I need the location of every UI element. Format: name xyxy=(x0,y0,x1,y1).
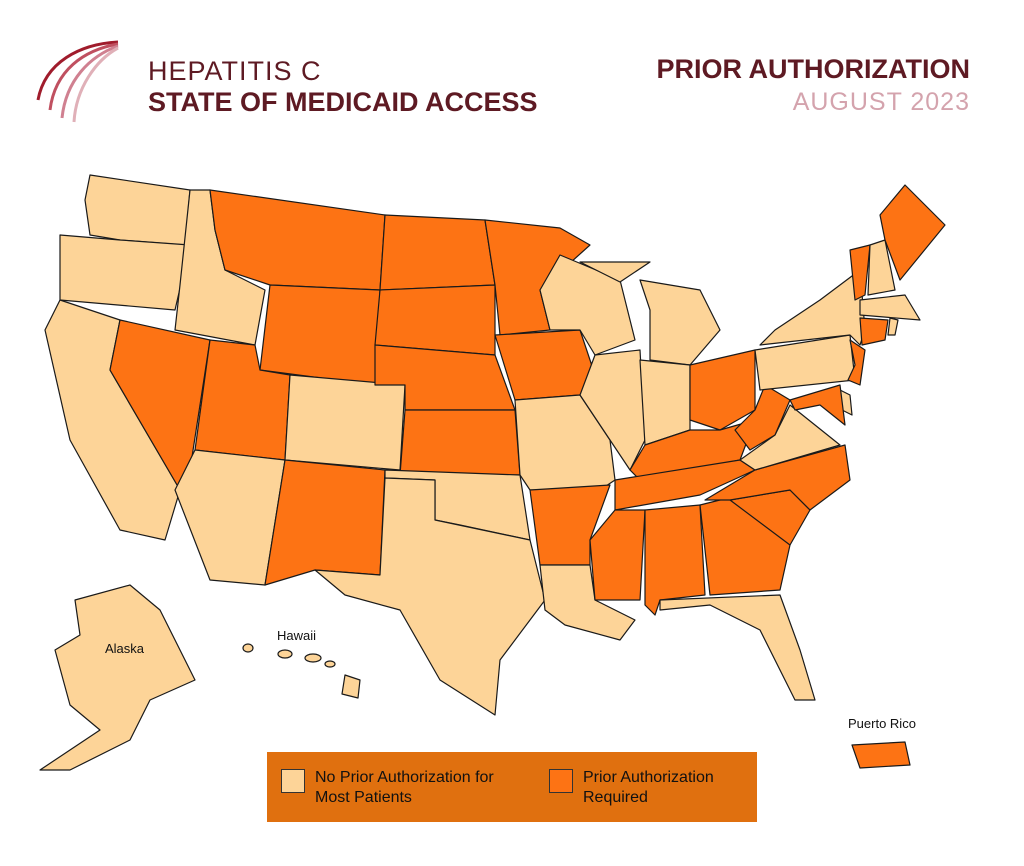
region xyxy=(579,261,651,283)
region xyxy=(39,584,196,771)
map-label: Puerto Rico xyxy=(848,716,916,731)
region xyxy=(494,329,596,401)
region xyxy=(639,279,721,366)
region xyxy=(859,317,889,346)
legend-label: No Prior Authorization for Most Patients xyxy=(315,769,494,806)
region xyxy=(379,214,496,291)
region xyxy=(284,374,406,471)
region xyxy=(847,339,866,386)
legend-item: Prior Authorization Required xyxy=(549,768,739,808)
region xyxy=(851,741,911,769)
title: STATE OF MEDICAID ACCESS xyxy=(148,87,538,117)
region xyxy=(659,594,816,701)
legend-swatch xyxy=(281,769,305,793)
region xyxy=(859,294,921,321)
region xyxy=(849,244,871,301)
region xyxy=(539,564,636,641)
region xyxy=(59,234,191,311)
region xyxy=(789,384,846,426)
legend: No Prior Authorization for Most Patients… xyxy=(267,752,757,822)
region xyxy=(304,653,322,663)
region xyxy=(374,284,496,356)
date: AUGUST 2023 xyxy=(792,88,970,116)
region xyxy=(264,459,386,586)
region xyxy=(879,184,946,281)
title: HEPATITIS C xyxy=(148,56,322,86)
region xyxy=(174,449,286,586)
map-label: Hawaii xyxy=(277,628,316,643)
region xyxy=(324,660,336,668)
region xyxy=(242,643,254,653)
region xyxy=(539,254,636,356)
topic: PRIOR AUTHORIZATION xyxy=(656,54,970,84)
region xyxy=(341,674,361,699)
map-label: Alaska xyxy=(105,641,145,656)
region xyxy=(314,477,546,716)
region xyxy=(84,174,191,246)
legend-label: Prior Authorization Required xyxy=(583,769,714,806)
region xyxy=(589,509,646,601)
region xyxy=(277,649,293,659)
region xyxy=(259,284,381,386)
legend-swatch xyxy=(549,769,573,793)
region xyxy=(614,459,756,511)
logo xyxy=(36,40,119,123)
region xyxy=(759,269,866,346)
region xyxy=(399,409,521,476)
region xyxy=(887,317,899,336)
region xyxy=(867,239,896,296)
region xyxy=(689,349,756,431)
legend-item: No Prior Authorization for Most Patients xyxy=(281,768,521,808)
